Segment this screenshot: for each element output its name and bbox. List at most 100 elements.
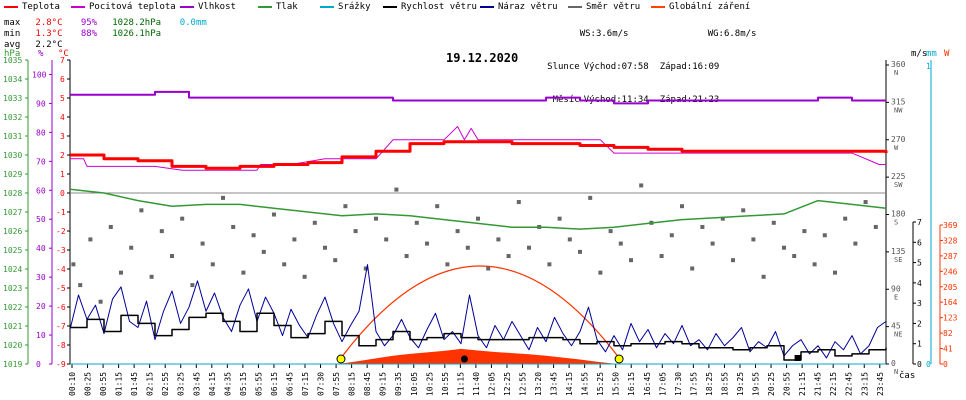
wind-dir-point — [578, 249, 582, 254]
x-tick-label: 22:45 — [845, 372, 854, 396]
humidity-tick-label: 60 — [36, 186, 46, 195]
wind-dir-point — [680, 204, 684, 209]
pressure-tick-label: 1019 — [3, 360, 22, 369]
legend-swatch — [383, 5, 397, 8]
rain-tick-label: 0 — [926, 360, 931, 369]
x-tick-label: 15:25 — [596, 372, 605, 396]
wind-dir-tick-label: 360 — [891, 60, 906, 69]
wind-dir-compass-label: E — [894, 293, 898, 301]
temperature-tick-label: -4 — [56, 265, 66, 274]
legend-item: Teplota — [4, 2, 60, 12]
wind-dir-point — [731, 258, 735, 263]
temperature-tick-label: 5 — [60, 94, 65, 103]
wind-dir-point — [567, 237, 572, 242]
wind-dir-point — [751, 237, 756, 242]
rain-tick-label: 1 — [926, 62, 931, 71]
wind-dir-point — [690, 266, 695, 271]
temperature-tick-label: 3 — [60, 132, 65, 141]
stats-label: avg — [4, 40, 21, 50]
stats-hum-max: 95% — [80, 18, 98, 28]
pressure-tick-label: 1023 — [3, 284, 22, 293]
legend-label: Tlak — [276, 2, 298, 12]
wind-dir-point — [608, 229, 613, 234]
x-tick-label: 23:45 — [876, 372, 885, 396]
wind-dir-point — [588, 195, 593, 200]
wind-dir-point — [598, 270, 603, 275]
temperature-tick-label: -3 — [56, 246, 66, 255]
wind-tick-label: 2 — [917, 319, 922, 328]
temperature-axis-title: °C — [58, 49, 69, 59]
x-tick-label: 10:25 — [425, 372, 434, 396]
wind-dir-point — [78, 283, 83, 288]
x-tick-label: 06:45 — [285, 372, 294, 396]
legend-label: Vlhkost — [198, 2, 236, 12]
legend-label: Globální záření — [669, 2, 751, 12]
wind-dir-point — [435, 204, 440, 209]
wind-dir-point — [445, 262, 450, 267]
humidity-tick-label: 20 — [36, 302, 46, 311]
stats-row-max: max 2.8°C 95% 1028.2hPa 0.0mm — [4, 18, 207, 29]
wind-dir-point — [394, 187, 399, 192]
wind-dir-point — [659, 254, 664, 259]
wind-dir-point — [833, 270, 837, 275]
wind-dir-compass-label: S — [894, 219, 898, 227]
wind-dir-point — [241, 270, 246, 275]
wind-dir-point — [98, 299, 103, 304]
wind-dir-point — [506, 254, 511, 259]
x-tick-label: 04:15 — [208, 372, 217, 396]
x-tick-label: 17:55 — [689, 372, 698, 396]
wind-dir-tick-label: 135 — [891, 247, 906, 256]
wind-dir-point — [822, 233, 827, 238]
x-tick-label: 22:15 — [829, 372, 838, 396]
x-tick-label: 16:15 — [627, 372, 636, 396]
humidity-axis-title: % — [38, 49, 44, 59]
legend-swatch — [4, 5, 18, 8]
solar-tick-label: 328 — [943, 236, 958, 245]
wind-dir-compass-label: SW — [894, 181, 903, 189]
wind-dir-point — [139, 208, 144, 213]
wind-dir-point — [863, 200, 868, 205]
wind-dir-tick-label: 90 — [891, 284, 901, 293]
chart-legend: Teplota Pocitová teplota Vlhkost Tlak Srážky… — [0, 0, 966, 15]
temperature-tick-label: -7 — [56, 322, 66, 331]
x-tick-label: 07:55 — [332, 372, 341, 396]
wind-dir-tick-label: 225 — [891, 172, 906, 181]
wind-tick-label: 0 — [917, 360, 922, 369]
legend-label: Pocitová teplota — [89, 2, 176, 12]
temperature-tick-label: 6 — [60, 75, 65, 84]
stats-temp-max: 2.8°C — [35, 18, 63, 28]
wind-dir-point — [261, 249, 266, 254]
x-tick-label: 15:50 — [612, 372, 621, 396]
x-tick-label: 12:05 — [487, 372, 496, 396]
moonset-marker — [794, 355, 801, 361]
pressure-tick-label: 1027 — [3, 208, 22, 217]
humidity-tick-label: 50 — [36, 215, 46, 224]
temperature-tick-label: 4 — [60, 113, 65, 122]
x-tick-label: 21:45 — [814, 372, 823, 396]
pressure-tick-label: 1034 — [3, 75, 22, 84]
wind-axis-title: m/s — [911, 49, 927, 59]
pressure-tick-label: 1022 — [3, 303, 22, 312]
wind-tick-label: 5 — [917, 259, 922, 268]
wind-dir-point — [272, 212, 276, 217]
temperature-tick-label: 7 — [60, 56, 65, 65]
wind-dir-point — [557, 216, 562, 221]
x-tick-label: 10:55 — [441, 372, 450, 396]
chart-title: 19.12.2020 — [446, 51, 519, 65]
pressure-tick-label: 1026 — [3, 227, 22, 236]
solar-tick-label: 246 — [943, 267, 958, 276]
temperature-tick-label: -9 — [56, 360, 66, 369]
legend-swatch — [480, 5, 494, 8]
wind-dir-point — [843, 216, 848, 221]
x-tick-label: 18:55 — [720, 372, 729, 396]
x-tick-label: 20:55 — [783, 372, 792, 396]
x-tick-label: 00:55 — [99, 372, 108, 396]
wind-dir-point — [812, 262, 817, 267]
pressure-tick-label: 1028 — [3, 189, 22, 198]
x-tick-label: 11:40 — [472, 372, 481, 396]
humidity-tick-label: 10 — [36, 331, 46, 340]
legend-swatch — [71, 5, 85, 8]
wind-dir-point — [639, 183, 644, 188]
legend-item: Náraz větru — [480, 2, 558, 12]
